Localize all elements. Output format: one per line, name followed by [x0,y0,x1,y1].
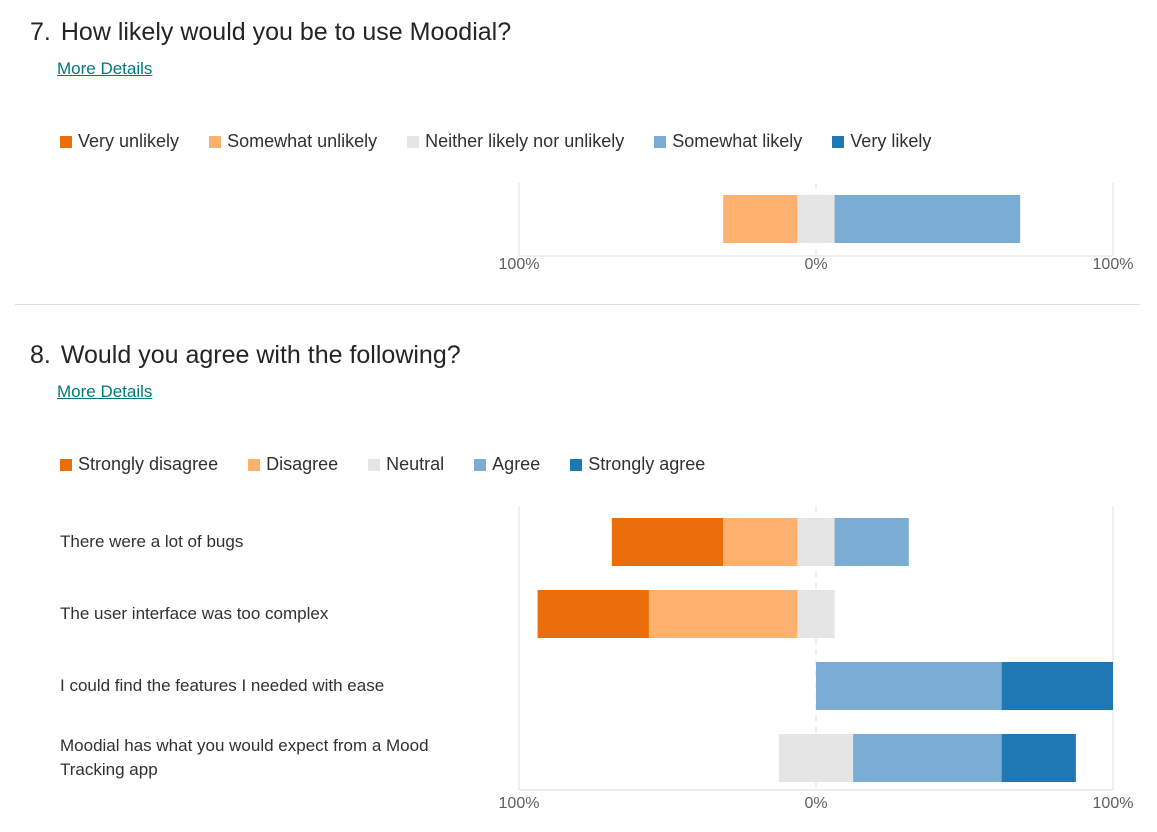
bar-neutral-row-1 [797,518,835,566]
x-tick-label: 100% [1093,795,1134,812]
legend-item-agree[interactable]: Agree [474,454,540,475]
legend-item-strongly-disagree[interactable]: Strongly disagree [60,454,218,475]
section-divider [15,304,1140,305]
row-label-1: There were a lot of bugs [60,532,244,551]
legend-label: Disagree [266,454,339,474]
bar-strongly-agree-row-4 [1001,734,1076,782]
x-tick-label: 0% [804,256,827,273]
bar-strongly-agree-row-3 [1001,662,1113,710]
legend-item-somewhat-unlikely[interactable]: Somewhat unlikely [209,131,377,152]
question-7-legend: Very unlikely Somewhat unlikely Neither li… [60,131,961,152]
question-7-text: How likely would you be to use Moodial? [60,18,512,46]
row-label-4: Moodial has what you would expect from a… [60,736,429,779]
row-label-3: I could find the features I needed with … [60,676,385,695]
legend-label: Strongly disagree [78,454,219,474]
legend-label: Strongly agree [588,454,706,474]
legend-swatch [60,135,72,148]
question-8-title: 8. Would you agree with the following? [30,341,461,370]
question-7-more-details-link[interactable]: More Details [57,59,153,78]
legend-label: Neutral [386,454,445,474]
legend-swatch [368,458,381,471]
bar-neutral-row-2 [797,590,835,638]
x-tick-label: 0% [804,795,827,812]
legend-swatch [60,458,72,471]
legend-item-very-unlikely[interactable]: Very unlikely [60,131,179,152]
question-8-number: 8. [30,341,51,369]
x-tick-label: 100% [1093,256,1134,273]
bar-disagree-row-1 [723,518,798,566]
legend-label: Somewhat likely [672,131,803,151]
question-8-legend: Strongly disagree Disagree Neutral Agree Str… [60,454,735,475]
bar-neither-likely-nor-unlikely-row-1 [797,195,835,243]
legend-label: Neither likely nor unlikely [425,131,625,151]
legend-item-neutral[interactable]: Neutral [368,454,444,475]
legend-item-very-likely[interactable]: Very likely [832,131,931,152]
bar-agree-row-3 [816,662,1002,710]
legend-swatch [474,458,487,471]
legend-swatch [832,135,845,148]
legend-label: Very unlikely [78,131,180,151]
bar-strongly-disagree-row-1 [611,518,724,566]
question-7-number: 7. [30,18,51,46]
bar-agree-row-4 [853,734,1002,782]
question-8-text: Would you agree with the following? [60,341,461,369]
x-tick-label: 100% [499,256,540,273]
legend-label: Very likely [850,131,932,151]
legend-item-disagree[interactable]: Disagree [248,454,338,475]
legend-swatch [570,458,583,471]
bar-disagree-row-2 [648,590,798,638]
legend-item-neither-likely-nor-unlikely[interactable]: Neither likely nor unlikely [407,131,624,152]
question-7-title: 7. How likely would you be to use Moodial… [30,18,511,47]
row-label-2: The user interface was too complex [60,604,329,623]
legend-item-strongly-agree[interactable]: Strongly agree [570,454,705,475]
question-8-more-details-link[interactable]: More Details [57,382,153,401]
bar-somewhat-unlikely-row-1 [723,195,798,243]
legend-swatch [654,135,667,148]
x-tick-label: 100% [499,795,540,812]
legend-label: Somewhat unlikely [227,131,378,151]
legend-swatch [407,135,420,148]
bar-agree-row-1 [834,518,909,566]
bar-somewhat-likely-row-1 [834,195,1021,243]
bar-strongly-disagree-row-2 [537,590,649,638]
legend-swatch [248,458,261,471]
legend-label: Agree [492,454,541,474]
bar-neutral-row-4 [778,734,854,782]
legend-item-somewhat-likely[interactable]: Somewhat likely [654,131,802,152]
legend-swatch [209,135,222,148]
